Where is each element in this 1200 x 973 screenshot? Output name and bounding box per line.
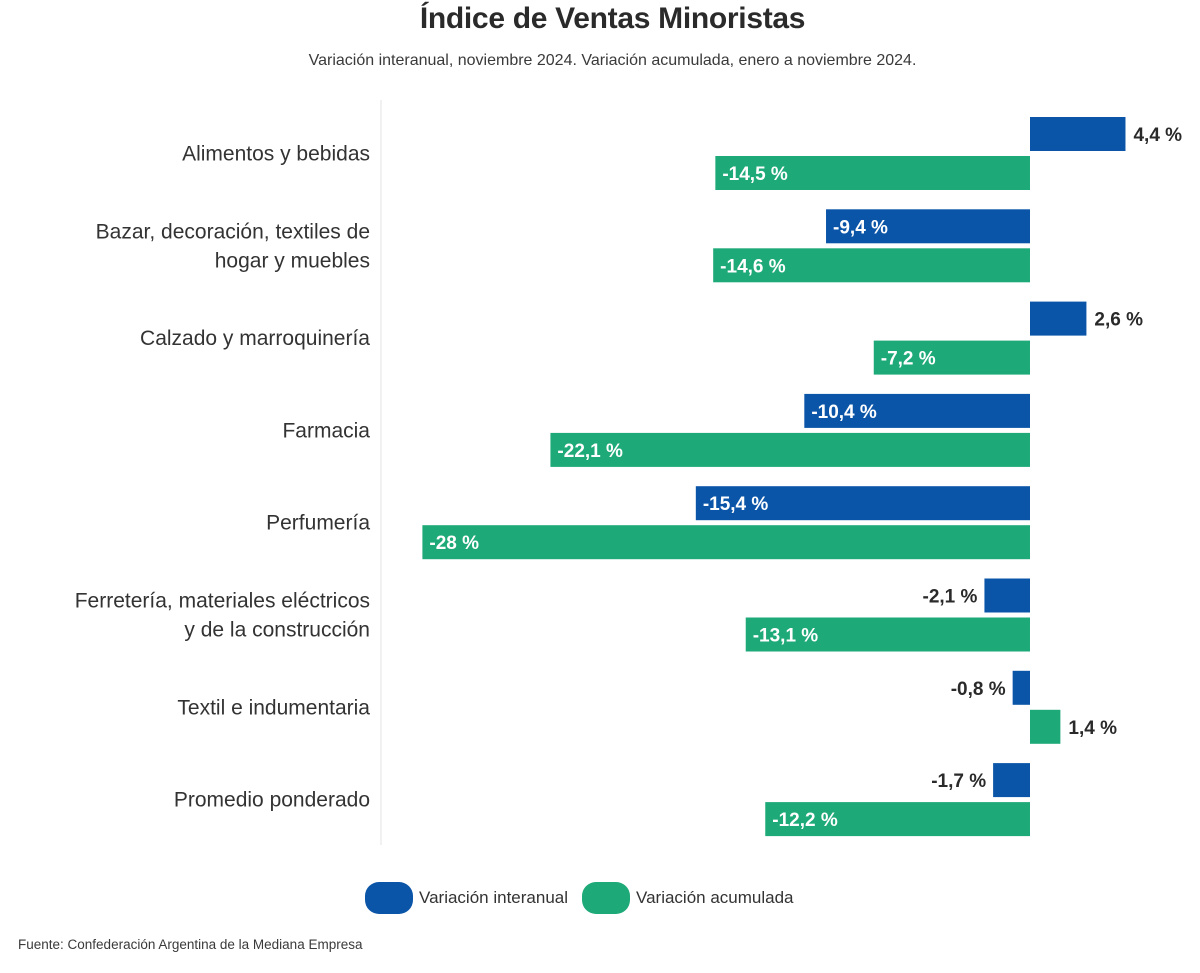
bar-acumulada bbox=[745, 617, 1030, 652]
legend-item-interanual[interactable]: Variación interanual bbox=[365, 882, 568, 914]
data-label: -28 % bbox=[429, 533, 479, 554]
data-label: -22,1 % bbox=[557, 441, 623, 462]
source-note: Fuente: Confederación Argentina de la Me… bbox=[18, 937, 363, 952]
category-label: Promedio ponderado bbox=[174, 789, 370, 812]
bar-acumulada bbox=[765, 802, 1030, 837]
bar-acumulada bbox=[715, 156, 1030, 190]
category-label: Alimentos y bebidas bbox=[182, 143, 370, 166]
legend-label-acumulada: Variación acumulada bbox=[636, 888, 794, 907]
data-label: -0,8 % bbox=[951, 679, 1006, 700]
legend-label-interanual: Variación interanual bbox=[419, 888, 568, 907]
data-label: 2,6 % bbox=[1094, 310, 1143, 331]
data-label: -12,2 % bbox=[772, 810, 838, 831]
category-label: Bazar, decoración, textiles de hogar y mu… bbox=[96, 220, 370, 272]
data-label: -2,1 % bbox=[923, 587, 978, 608]
bar-chart: Alimentos y bebidas 4,4 % -14,5 % Bazar, de… bbox=[75, 100, 1182, 845]
data-label: -9,4 % bbox=[833, 217, 888, 238]
bar-interanual bbox=[695, 486, 1030, 521]
category-label: Textil e indumentaria bbox=[177, 696, 370, 719]
chart-title: Índice de Ventas Minoristas bbox=[419, 2, 806, 35]
legend-swatch-acumulada bbox=[582, 882, 630, 914]
bar-acumulada bbox=[713, 248, 1030, 283]
bar-acumulada bbox=[550, 432, 1030, 467]
bar-interanual bbox=[1012, 670, 1030, 705]
legend: Variación interanual Variación acumulada bbox=[365, 880, 808, 916]
bar-interanual bbox=[1030, 117, 1126, 151]
data-label: 1,4 % bbox=[1068, 718, 1117, 739]
bar-interanual bbox=[804, 393, 1030, 428]
bar-acumulada bbox=[422, 525, 1030, 560]
bar-interanual bbox=[993, 763, 1030, 798]
category-label: Perfumería bbox=[266, 512, 370, 535]
bar-interanual bbox=[1030, 301, 1087, 336]
legend-item-acumulada[interactable]: Variación acumulada bbox=[582, 882, 794, 914]
data-label: -14,5 % bbox=[722, 164, 788, 185]
data-label: -14,6 % bbox=[720, 256, 786, 277]
category-label: Farmacia bbox=[282, 419, 370, 442]
data-label: -15,4 % bbox=[703, 494, 769, 515]
data-label: -1,7 % bbox=[931, 771, 986, 792]
legend-swatch-interanual bbox=[365, 882, 413, 914]
data-label: -13,1 % bbox=[753, 626, 819, 647]
data-label: -10,4 % bbox=[811, 402, 877, 423]
bar-interanual bbox=[984, 578, 1030, 613]
chart-subtitle: Variación interanual, noviembre 2024. Va… bbox=[308, 52, 917, 69]
data-label: -7,2 % bbox=[881, 349, 936, 370]
bar-interanual bbox=[826, 209, 1030, 244]
bar-acumulada bbox=[873, 340, 1030, 375]
bar-acumulada bbox=[1030, 709, 1061, 744]
category-label: Calzado y marroquinería bbox=[140, 327, 370, 350]
category-label: Ferretería, materiales eléctricos y de la… bbox=[75, 590, 370, 642]
data-label: 4,4 % bbox=[1133, 125, 1182, 146]
